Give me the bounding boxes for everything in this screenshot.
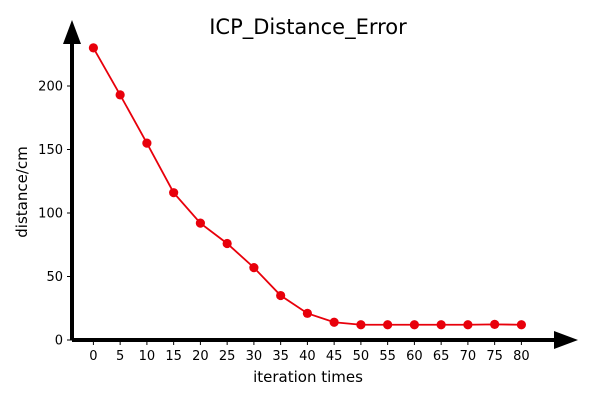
data-point	[222, 238, 232, 249]
data-point	[276, 290, 286, 301]
data-point	[463, 320, 473, 330]
x-tick-label: 15	[165, 349, 182, 364]
x-tick-label: 25	[219, 349, 236, 364]
x-tick-label: 50	[353, 349, 370, 364]
data-point	[436, 320, 446, 330]
data-point	[516, 320, 527, 330]
data-point	[115, 90, 125, 100]
x-tick-label: 5	[116, 349, 124, 364]
x-tick-label: 30	[246, 349, 263, 364]
y-axis-title: distance/cm	[13, 146, 31, 237]
y-tick-label: 200	[38, 80, 63, 95]
x-tick-label: 75	[486, 349, 503, 364]
y-tick-label: 150	[38, 143, 63, 158]
x-tick-label: 80	[513, 349, 530, 364]
x-tick-label: 10	[139, 349, 156, 364]
data-point	[142, 138, 152, 148]
chart-title: ICP_Distance_Error	[209, 15, 407, 40]
x-tick-label: 70	[460, 349, 477, 364]
data-point	[490, 319, 500, 329]
series-group	[88, 43, 527, 330]
x-tick-label: 65	[433, 349, 450, 364]
x-tick-label: 20	[192, 349, 209, 364]
y-axis-arrow	[63, 20, 81, 44]
x-tick-label: 55	[379, 349, 396, 364]
data-point	[249, 263, 259, 273]
y-tick-label: 0	[55, 334, 63, 349]
x-tick-label: 60	[406, 349, 423, 364]
x-tick-label: 35	[272, 349, 289, 364]
data-point	[302, 308, 312, 318]
series-line	[92, 47, 522, 326]
x-axis-title: iteration times	[253, 368, 363, 386]
data-point	[383, 320, 393, 330]
axes	[63, 20, 578, 349]
y-axis-ticks: 0 50 100 150 200	[38, 80, 72, 349]
data-point	[195, 218, 205, 228]
x-tick-label: 40	[299, 349, 316, 364]
x-tick-label: 45	[326, 349, 343, 364]
data-point	[409, 320, 419, 330]
x-tick-label: 0	[89, 349, 97, 364]
y-tick-label: 100	[38, 207, 63, 222]
x-axis-arrow	[554, 331, 578, 349]
x-axis-ticks: 0 5 10 15 20 25 30 35 40 45 50 55 60 65 70 75 80	[89, 340, 530, 364]
y-tick-label: 50	[46, 270, 63, 285]
data-point	[329, 317, 339, 327]
data-point	[356, 320, 366, 330]
data-point	[169, 188, 179, 198]
data-point	[88, 43, 98, 53]
